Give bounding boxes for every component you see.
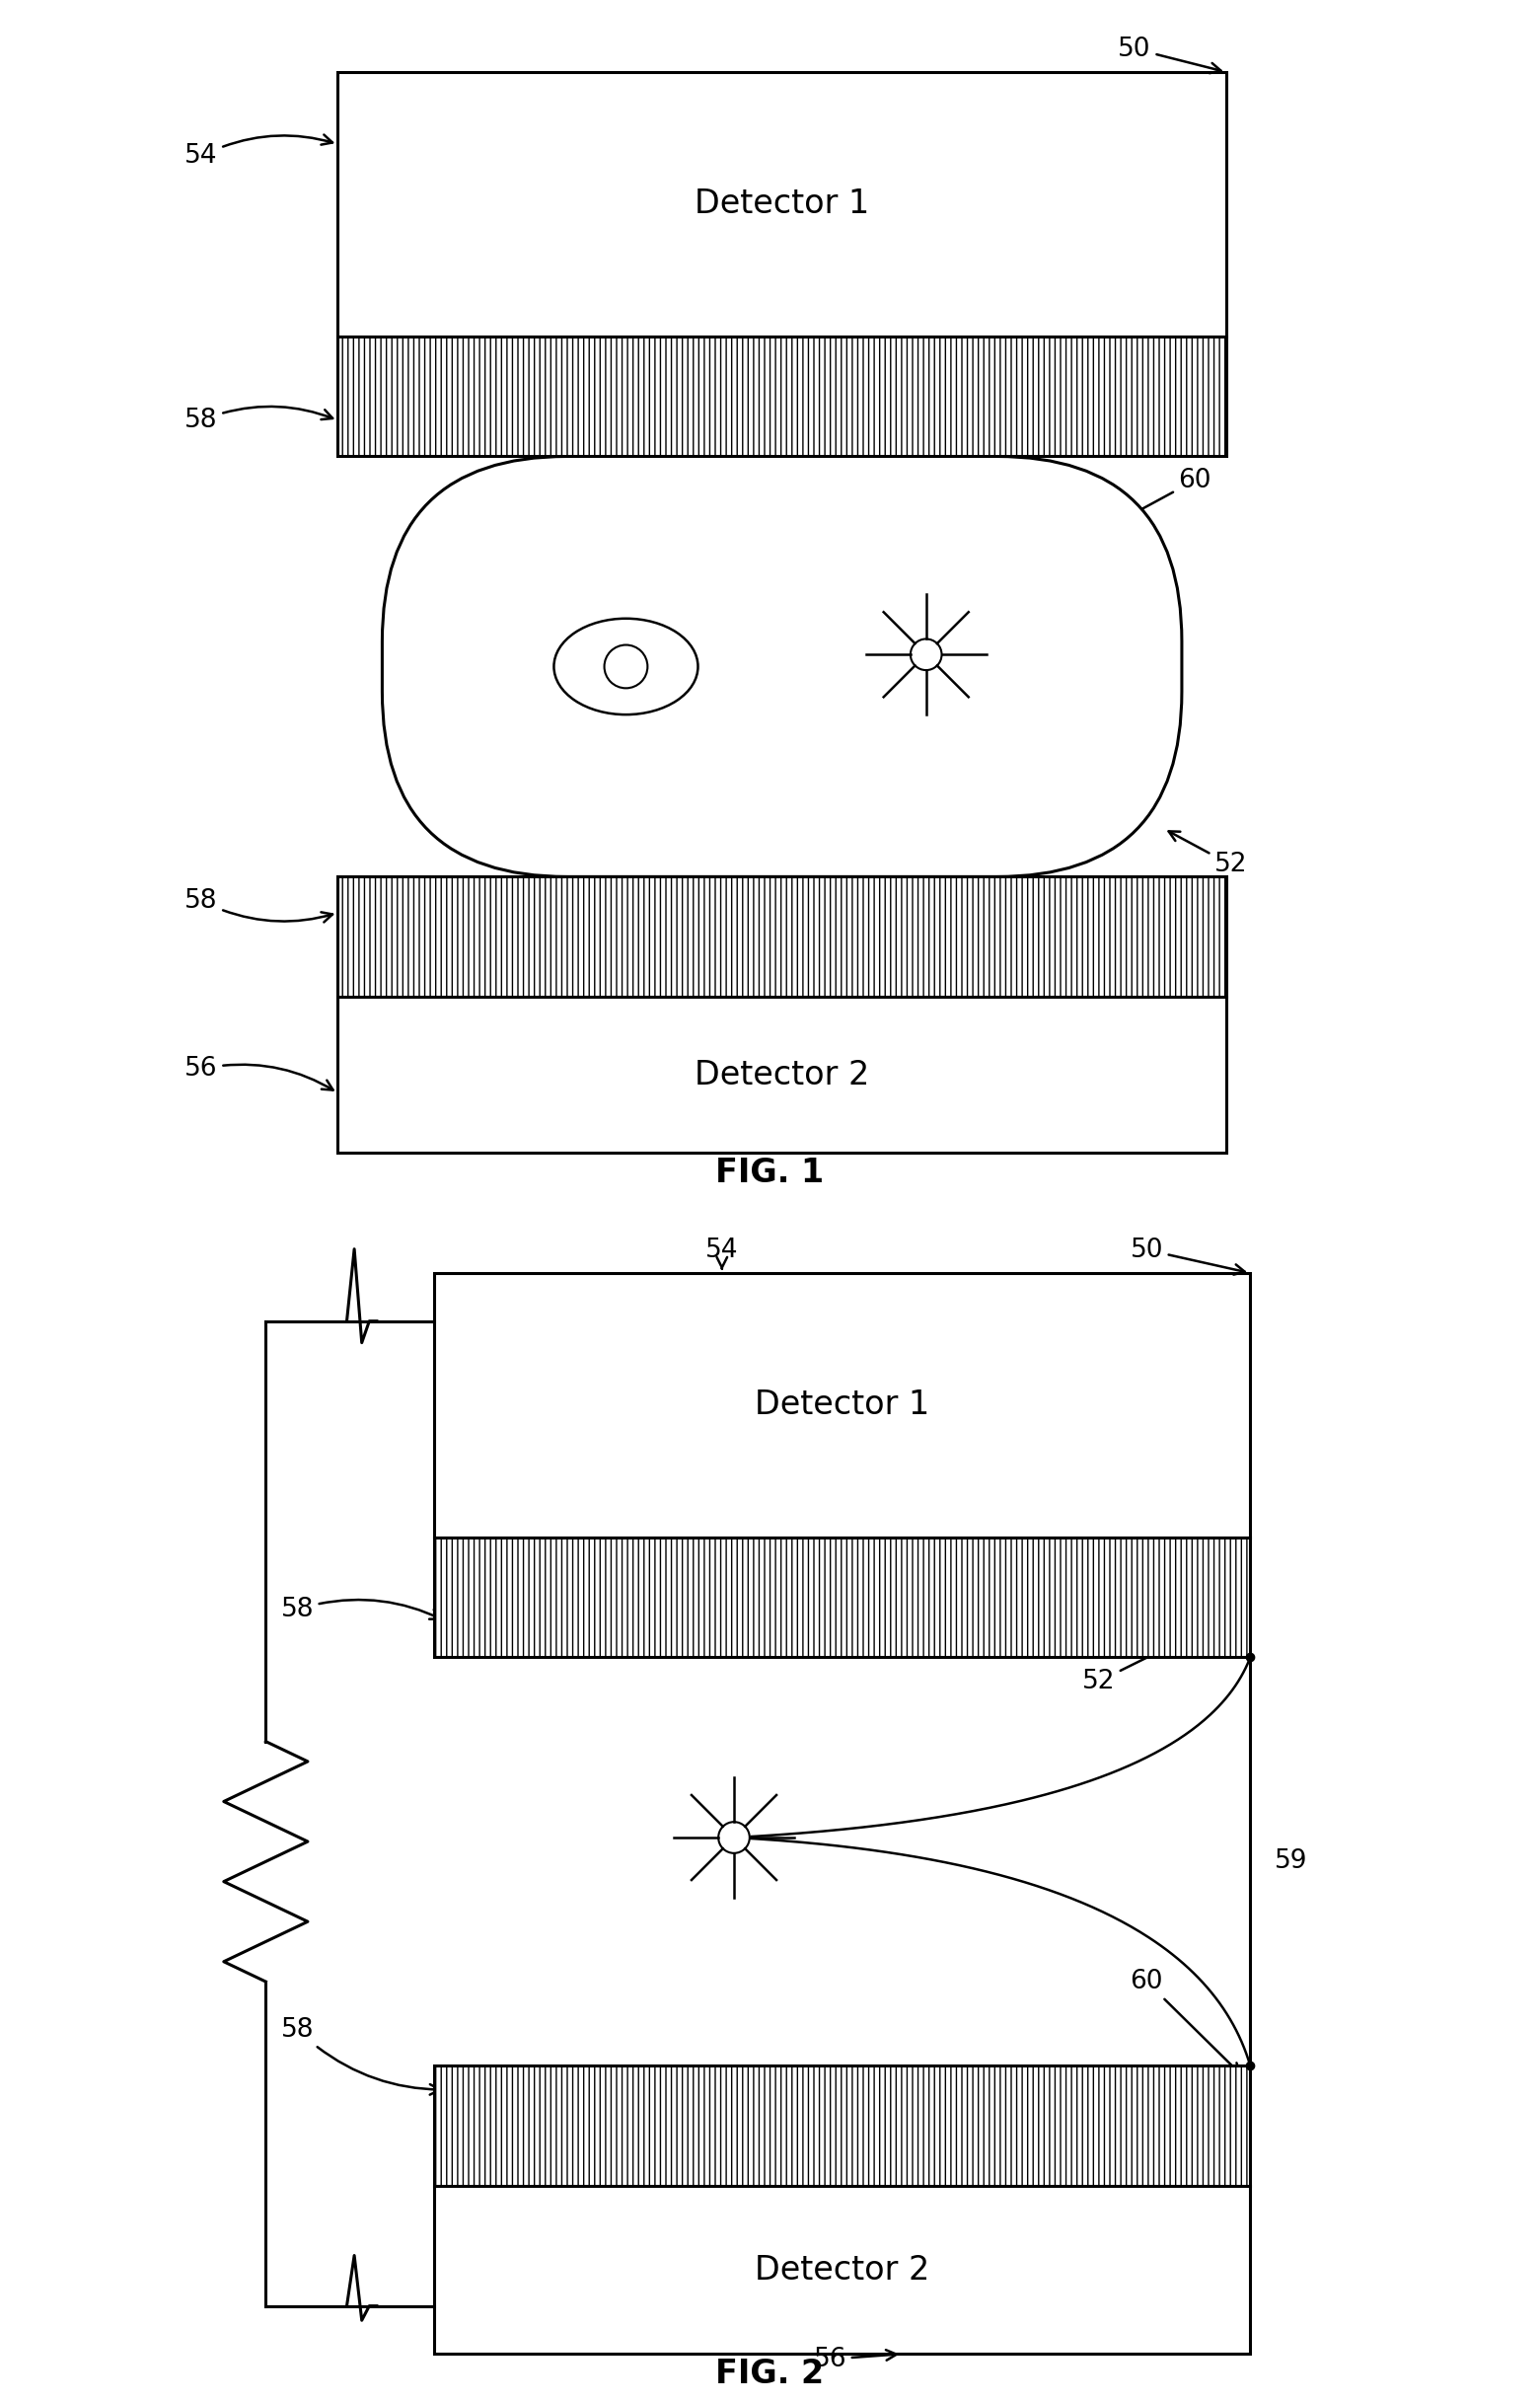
Text: Detector 2: Detector 2 [755,2253,930,2287]
Circle shape [910,639,941,670]
Bar [434,2186,1250,2354]
Bar [337,877,1226,997]
Text: 52: 52 [1169,831,1247,877]
Text: 50: 50 [1118,36,1221,72]
Text: 54: 54 [185,135,333,168]
Bar [337,72,1226,336]
Text: 59: 59 [1274,1850,1307,1874]
Text: 58: 58 [185,889,333,922]
Text: 56: 56 [813,2347,896,2373]
FancyBboxPatch shape [382,456,1181,877]
Bar [434,1273,1250,1537]
Text: Detector 1: Detector 1 [695,187,870,221]
Text: 52: 52 [1083,1612,1240,1693]
Text: 50: 50 [1130,1237,1244,1275]
Text: 58: 58 [185,406,333,432]
Text: 54: 54 [705,1237,739,1268]
Text: 60: 60 [967,468,1212,603]
Text: Detector 2: Detector 2 [695,1059,870,1091]
Text: FIG. 1: FIG. 1 [716,1155,824,1189]
Text: 60: 60 [1130,1970,1240,2073]
Text: FIG. 2: FIG. 2 [716,2356,824,2390]
Text: Detector 1: Detector 1 [755,1388,930,1422]
Circle shape [718,1821,750,1854]
Text: 58: 58 [280,2018,440,2095]
Bar [434,1537,1250,1657]
Bar [337,336,1226,456]
Text: 56: 56 [185,1057,333,1091]
Bar [434,2066,1250,2186]
Bar [337,997,1226,1153]
Text: 58: 58 [280,1597,440,1621]
